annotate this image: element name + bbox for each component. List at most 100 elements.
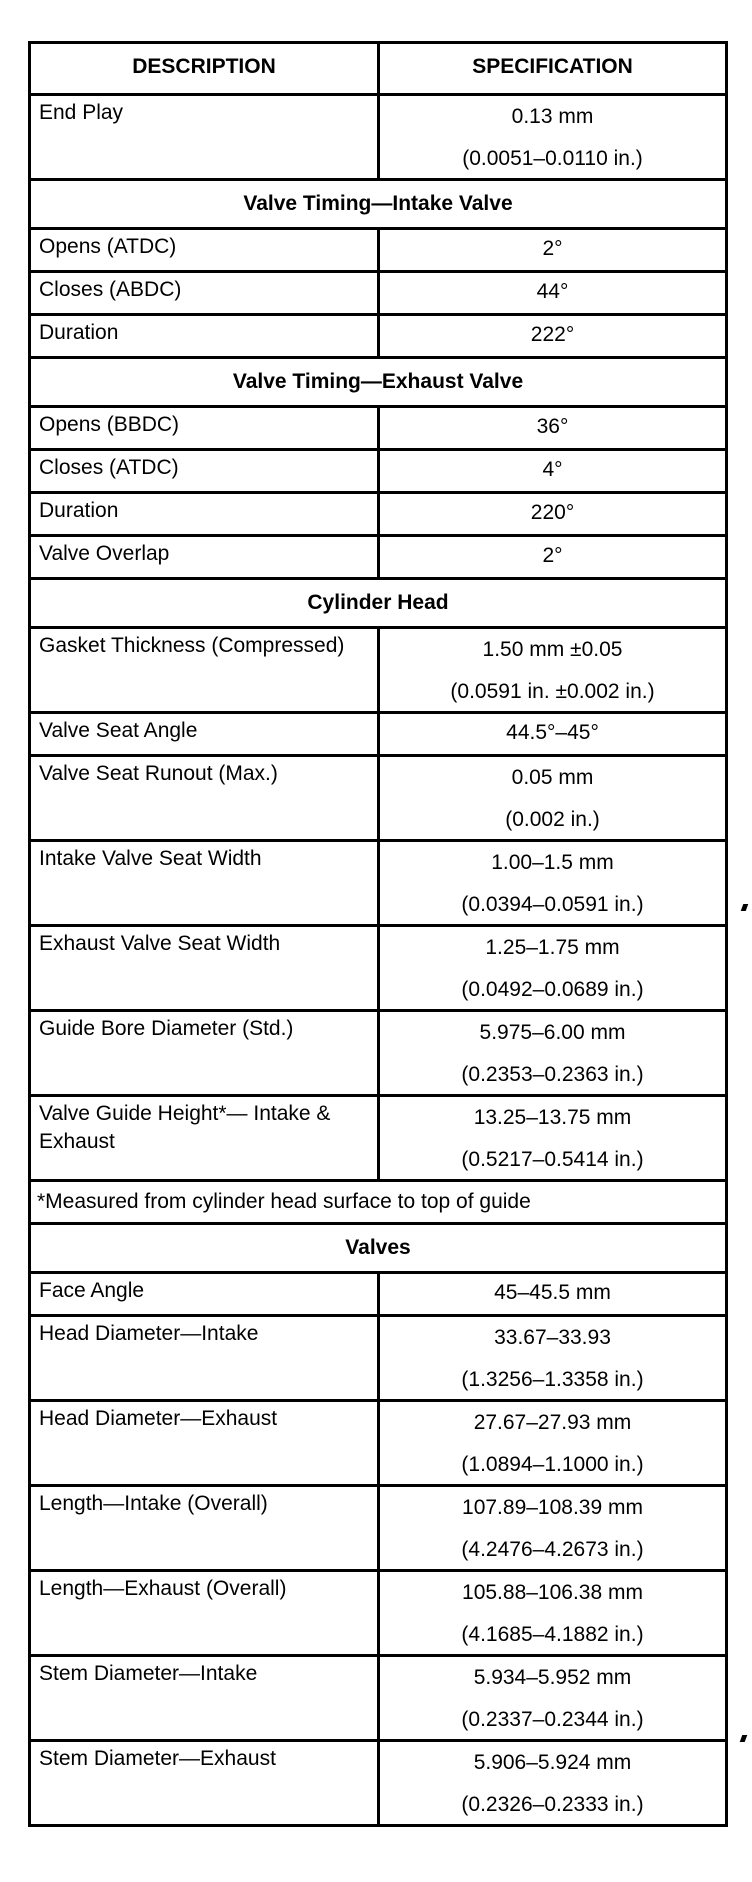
- description-cell: Stem Diameter—Intake: [31, 1657, 380, 1739]
- description-cell: Gasket Thickness (Compressed): [31, 629, 380, 711]
- description-cell: Valve Seat Angle: [31, 714, 380, 754]
- specification-cell: 1.50 mm ±0.05 (0.0591 in. ±0.002 in.): [380, 629, 725, 711]
- spec-line: 220°: [530, 501, 575, 524]
- spec-line: (4.1685–4.1882 in.): [461, 1623, 644, 1646]
- table-row: Valve Seat Runout (Max.) 0.05 mm (0.002 in…: [31, 754, 725, 839]
- description-cell: Length—Intake (Overall): [31, 1487, 380, 1569]
- section-heading: Valve Timing—Intake Valve: [31, 178, 725, 227]
- spec-line: 45–45.5 mm: [494, 1281, 611, 1304]
- description-cell: Closes (ABDC): [31, 273, 380, 313]
- description-cell: Length—Exhaust (Overall): [31, 1572, 380, 1654]
- specification-cell: 1.25–1.75 mm (0.0492–0.0689 in.): [380, 927, 725, 1009]
- table-row: Opens (BBDC) 36°: [31, 405, 725, 448]
- spec-line: 44.5°–45°: [506, 721, 599, 744]
- section-title: Valve Timing—Intake Valve: [243, 192, 513, 215]
- table-row: Opens (ATDC) 2°: [31, 227, 725, 270]
- table-row: Valve Seat Angle 44.5°–45°: [31, 711, 725, 754]
- table-row: End Play 0.13 mm (0.0051–0.0110 in.): [31, 93, 725, 178]
- header-specification: SPECIFICATION: [472, 55, 633, 78]
- description-cell: Valve Overlap: [31, 537, 380, 577]
- specification-cell: 5.934–5.952 mm (0.2337–0.2344 in.): [380, 1657, 725, 1739]
- specification-cell: 2°: [380, 537, 725, 577]
- header-description: DESCRIPTION: [31, 44, 380, 93]
- table-header: DESCRIPTION SPECIFICATION: [31, 44, 725, 93]
- table-row: Head Diameter—Intake 33.67–33.93 (1.3256–1…: [31, 1314, 725, 1399]
- spec-line: (0.2337–0.2344 in.): [461, 1708, 644, 1731]
- table-row: Intake Valve Seat Width 1.00–1.5 mm (0.039…: [31, 839, 725, 924]
- spec-line: 107.89–108.39 mm: [462, 1496, 643, 1519]
- description-cell: End Play: [31, 96, 380, 178]
- description-cell: Stem Diameter—Exhaust: [31, 1742, 380, 1824]
- spec-line: (0.0591 in. ±0.002 in.): [450, 680, 655, 703]
- description-cell: Opens (BBDC): [31, 408, 380, 448]
- table-row: Stem Diameter—Intake 5.934–5.952 mm (0.233…: [31, 1654, 725, 1739]
- section-heading: Valve Timing—Exhaust Valve: [31, 356, 725, 405]
- spec-line: (1.0894–1.1000 in.): [461, 1453, 644, 1476]
- spec-line: 13.25–13.75 mm: [473, 1106, 632, 1129]
- footnote-text: *Measured from cylinder head surface to …: [37, 1190, 531, 1213]
- spec-line: 5.975–6.00 mm: [479, 1021, 626, 1044]
- specification-cell: 33.67–33.93 (1.3256–1.3358 in.): [380, 1317, 725, 1399]
- table-row: Valve Overlap 2°: [31, 534, 725, 577]
- table-row: Closes (ATDC) 4°: [31, 448, 725, 491]
- table-row: Valve Guide Height*— Intake & Exhaust 13.…: [31, 1094, 725, 1179]
- table-row: Gasket Thickness (Compressed) 1.50 mm ±0.…: [31, 626, 725, 711]
- spec-line: 5.934–5.952 mm: [473, 1666, 632, 1689]
- section-title: Valves: [345, 1236, 411, 1259]
- description-cell: Opens (ATDC): [31, 230, 380, 270]
- table-row: Length—Exhaust (Overall) 105.88–106.38 mm…: [31, 1569, 725, 1654]
- table-row: Closes (ABDC) 44°: [31, 270, 725, 313]
- description-cell: Head Diameter—Exhaust: [31, 1402, 380, 1484]
- table-row: Stem Diameter—Exhaust 5.906–5.924 mm (0.23…: [31, 1739, 725, 1824]
- spec-line: (0.002 in.): [505, 808, 600, 831]
- specification-cell: 27.67–27.93 mm (1.0894–1.1000 in.): [380, 1402, 725, 1484]
- scan-mark: [739, 1735, 748, 1742]
- spec-line: 33.67–33.93: [494, 1326, 611, 1349]
- section-title: Cylinder Head: [307, 591, 449, 614]
- table-row: Guide Bore Diameter (Std.) 5.975–6.00 mm (…: [31, 1009, 725, 1094]
- table-row: Length—Intake (Overall) 107.89–108.39 mm (…: [31, 1484, 725, 1569]
- table-row: Head Diameter—Exhaust 27.67–27.93 mm (1.08…: [31, 1399, 725, 1484]
- spec-line: (4.2476–4.2673 in.): [461, 1538, 644, 1561]
- spec-line: (0.0051–0.0110 in.): [462, 147, 643, 170]
- spec-line: 1.25–1.75 mm: [485, 936, 620, 959]
- description-cell: Exhaust Valve Seat Width: [31, 927, 380, 1009]
- spec-line: 2°: [542, 544, 563, 567]
- description-cell: Guide Bore Diameter (Std.): [31, 1012, 380, 1094]
- section-heading: Cylinder Head: [31, 577, 725, 626]
- spec-line: 222°: [530, 323, 575, 346]
- description-cell: Duration: [31, 494, 380, 534]
- scan-mark: [740, 904, 749, 911]
- specification-cell: 220°: [380, 494, 725, 534]
- specification-cell: 1.00–1.5 mm (0.0394–0.0591 in.): [380, 842, 725, 924]
- spec-line: 0.05 mm: [511, 766, 594, 789]
- spec-line: 27.67–27.93 mm: [473, 1411, 632, 1434]
- spec-line: (0.0492–0.0689 in.): [461, 978, 644, 1001]
- spec-line: 1.00–1.5 mm: [491, 851, 614, 874]
- section-heading: Valves: [31, 1222, 725, 1271]
- specification-cell: 45–45.5 mm: [380, 1274, 725, 1314]
- section-title: Valve Timing—Exhaust Valve: [232, 370, 524, 393]
- table-row: Face Angle 45–45.5 mm: [31, 1271, 725, 1314]
- specification-cell: 5.975–6.00 mm (0.2353–0.2363 in.): [380, 1012, 725, 1094]
- spec-line: 1.50 mm ±0.05: [482, 638, 623, 661]
- description-cell: Valve Seat Runout (Max.): [31, 757, 380, 839]
- spec-line: (1.3256–1.3358 in.): [461, 1368, 644, 1391]
- specification-cell: 44°: [380, 273, 725, 313]
- description-cell: Intake Valve Seat Width: [31, 842, 380, 924]
- specification-cell: 105.88–106.38 mm (4.1685–4.1882 in.): [380, 1572, 725, 1654]
- specification-cell: 0.13 mm (0.0051–0.0110 in.): [380, 96, 725, 178]
- footnote: *Measured from cylinder head surface to …: [31, 1179, 725, 1222]
- spec-line: (0.0394–0.0591 in.): [461, 893, 644, 916]
- specification-cell: 36°: [380, 408, 725, 448]
- description-cell: Valve Guide Height*— Intake & Exhaust: [31, 1097, 380, 1179]
- specification-cell: 2°: [380, 230, 725, 270]
- spec-line: (0.5217–0.5414 in.): [461, 1148, 644, 1171]
- spec-line: (0.2326–0.2333 in.): [461, 1793, 644, 1816]
- specification-cell: 107.89–108.39 mm (4.2476–4.2673 in.): [380, 1487, 725, 1569]
- spec-line: 2°: [542, 237, 563, 260]
- description-cell: Closes (ATDC): [31, 451, 380, 491]
- description-cell: Duration: [31, 316, 380, 356]
- description-cell: Face Angle: [31, 1274, 380, 1314]
- specification-cell: 44.5°–45°: [380, 714, 725, 754]
